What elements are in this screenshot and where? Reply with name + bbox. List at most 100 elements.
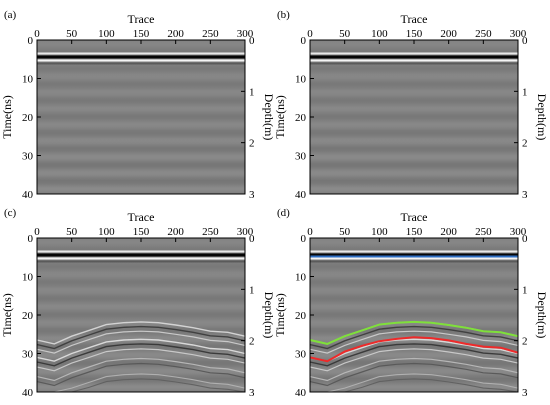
reflection-band [309,343,519,367]
y-tick-label: 30 [22,349,34,361]
y2-tick-label: 1 [522,86,528,98]
y-tick-label: 20 [295,112,307,124]
x-axis-label: Trace [128,12,155,26]
y2-tick-label: 2 [522,138,528,150]
y2-tick-label: 3 [522,189,528,201]
panel-label: (b) [277,9,290,21]
y2-tick-label: 2 [522,336,528,348]
reflection-band [309,338,519,362]
reflection-band [36,343,246,367]
x-tick-label: 150 [406,226,423,238]
radargram-background [310,238,518,392]
direct-wave-shadow [310,62,518,65]
picked-line-2 [309,336,519,363]
reflection-band [36,357,246,382]
y-tick-label: 20 [22,112,34,124]
y2-axis-label: Depth(m) [535,94,549,141]
y-tick-label: 10 [22,272,34,284]
y-tick-label: 10 [22,74,34,86]
y-tick-label: 30 [295,151,307,163]
y-tick-label: 10 [295,74,307,86]
y2-axis-label: Depth(m) [262,292,276,339]
y-axis-label: Time(ns) [273,95,287,139]
y2-tick-label: 0 [522,233,528,245]
y2-tick-label: 1 [249,284,255,296]
y-tick-label: 0 [301,233,307,245]
direct-wave-light [37,52,245,55]
y-tick-label: 30 [295,349,307,361]
radargram-background [37,40,245,194]
reflection-band [36,348,246,372]
radargram-background [310,40,518,194]
x-axis-label: Trace [401,210,428,224]
x-tick-label: 200 [167,226,184,238]
reflection-band [37,373,246,393]
x-tick-label: 50 [339,226,351,238]
reflection-band [36,321,246,345]
x-tick-label: 50 [66,28,78,40]
direct-wave-light [37,257,245,260]
direct-wave-light [37,59,245,62]
x-tick-label: 100 [98,226,115,238]
y-tick-label: 40 [295,189,307,201]
y-axis-label: Time(ns) [273,293,287,337]
y-tick-label: 20 [22,310,34,322]
x-tick-label: 150 [133,28,150,40]
y2-axis-label: Depth(m) [535,292,549,339]
x-tick-label: 300 [510,226,527,238]
panel-label: (a) [4,9,17,21]
y2-tick-label: 1 [522,284,528,296]
y-tick-label: 10 [295,272,307,284]
x-tick-label: 200 [440,226,457,238]
x-axis-label: Trace [128,210,155,224]
y2-tick-label: 3 [249,387,255,399]
y-tick-label: 40 [295,387,307,399]
reflection-band [309,357,519,382]
reflection-band [310,373,519,393]
panel-a: 0 50 100 150 200 250 3000102030400123TraceTime… [0,9,276,201]
direct-wave-shadow [37,260,245,263]
reflection-band [309,325,519,350]
direct-wave-light [310,52,518,55]
y-axis-label: Time(ns) [0,293,14,337]
x-tick-label: 250 [475,28,492,40]
panel-label: (d) [277,207,290,219]
x-axis-label: Trace [401,12,428,26]
reflection-band [36,362,246,387]
x-tick-label: 100 [371,28,388,40]
x-tick-label: 0 [34,28,40,40]
reflection-band [309,362,519,387]
y2-tick-label: 3 [522,387,528,399]
x-tick-label: 0 [307,28,313,40]
y2-tick-label: 0 [249,35,255,47]
y2-tick-label: 0 [249,233,255,245]
panel-c: 0 50 100 150 200 250 3000102030400123TraceTime… [0,207,276,399]
direct-wave-dark [37,253,245,257]
x-tick-label: 50 [339,28,351,40]
x-tick-label: 100 [98,28,115,40]
x-tick-label: 300 [237,226,254,238]
y2-tick-label: 2 [249,138,255,150]
x-tick-label: 250 [475,226,492,238]
x-tick-label: 300 [237,28,254,40]
direct-wave-light [310,59,518,62]
panel-b: 0 50 100 150 200 250 3000102030400123TraceTime… [273,9,549,201]
direct-wave-light [310,250,518,253]
y2-tick-label: 3 [249,189,255,201]
direct-wave-light [310,257,518,260]
y-tick-label: 20 [295,310,307,322]
x-tick-label: 150 [406,28,423,40]
x-tick-label: 50 [66,226,78,238]
y-tick-label: 30 [22,151,34,163]
x-tick-label: 150 [133,226,150,238]
panel-d: 0 50 100 150 200 250 3000102030400123TraceTime… [273,207,549,399]
radargram-background [37,238,245,392]
y-tick-label: 0 [301,35,307,47]
reflection-band [36,338,246,362]
y-tick-label: 40 [22,387,34,399]
direct-wave-dark [310,253,518,257]
x-tick-label: 200 [440,28,457,40]
x-tick-label: 200 [167,28,184,40]
reflection-band [36,330,246,354]
